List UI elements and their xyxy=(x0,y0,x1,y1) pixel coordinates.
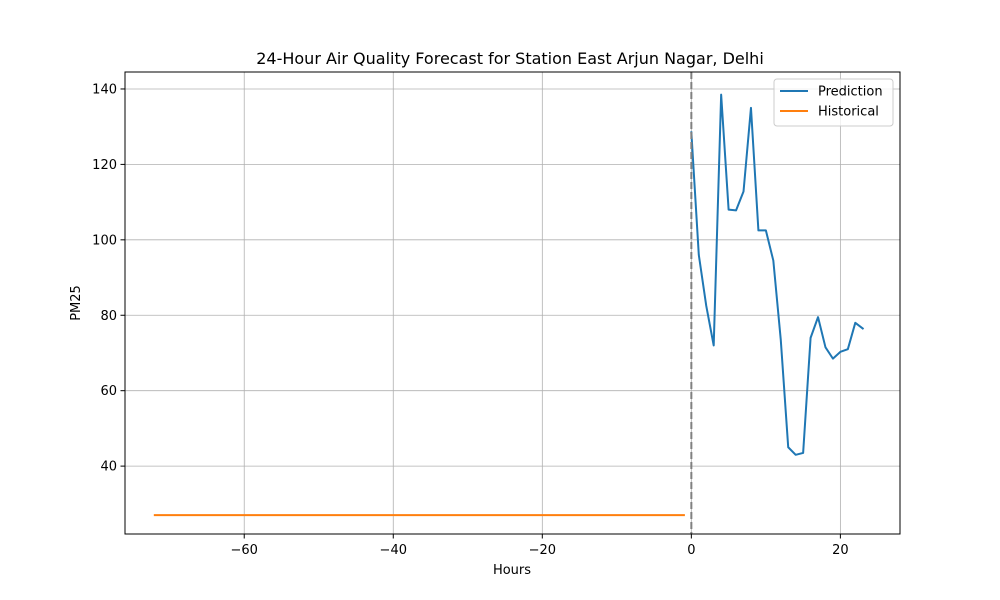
legend-label: Prediction xyxy=(818,85,883,100)
y-tick-label: 120 xyxy=(92,158,117,173)
y-tick-label: 40 xyxy=(100,460,117,475)
x-tick-label: 20 xyxy=(832,543,849,558)
x-axis-label: Hours xyxy=(493,563,531,578)
x-tick-label: −60 xyxy=(231,543,258,558)
series-line-prediction xyxy=(690,93,865,456)
plot-area xyxy=(153,72,865,534)
plot-frame xyxy=(124,71,901,535)
chart-title: 24-Hour Air Quality Forecast for Station… xyxy=(256,49,764,68)
legend-label: Historical xyxy=(818,105,879,120)
y-tick-label: 100 xyxy=(92,233,117,248)
y-tick-label: 60 xyxy=(100,384,117,399)
x-tick-label: −20 xyxy=(529,543,556,558)
grid-lines xyxy=(125,72,900,534)
y-tick-label: 80 xyxy=(100,309,117,324)
x-tick-label: 0 xyxy=(687,543,695,558)
y-tick-label: 140 xyxy=(92,82,117,97)
legend: Prediction Historical xyxy=(773,78,894,127)
x-tick-label: −40 xyxy=(380,543,407,558)
y-axis-label: PM25 xyxy=(69,285,84,321)
axis-ticks: −60 −40 −20 0 20 40 60 80 100 120 140 xyxy=(92,82,848,558)
